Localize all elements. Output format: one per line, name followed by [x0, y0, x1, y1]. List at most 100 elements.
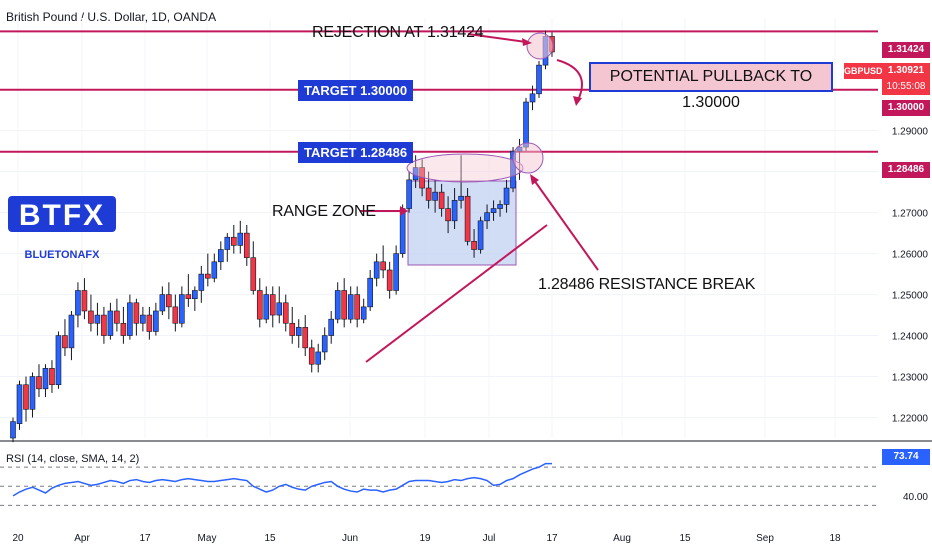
candle-body: [334, 290, 341, 320]
candle-body: [263, 294, 270, 320]
range-zone-label: RANGE ZONE: [272, 203, 376, 220]
candle-body: [10, 421, 16, 439]
candle-body: [250, 257, 257, 291]
candle-body: [367, 277, 373, 308]
y-tick-label: 1.24000: [892, 332, 929, 343]
target-1-label: TARGET 1.30000: [298, 80, 414, 101]
candle-series: [10, 30, 555, 443]
rejection-circle: [526, 32, 554, 60]
candle-body: [302, 327, 309, 349]
candle-body: [159, 294, 166, 312]
btfx-logo: BTFX BLUETONAFX: [8, 196, 116, 261]
candle-body: [308, 347, 315, 365]
y-tick-label: 1.22000: [892, 414, 929, 425]
candle-body: [289, 322, 296, 336]
rejection-label: REJECTION AT 1.31424: [312, 24, 484, 41]
price-tag-target: 1.30000: [882, 100, 930, 116]
candle-body: [484, 212, 490, 222]
candle-body: [133, 302, 140, 324]
target-2-label: TARGET 1.28486: [298, 142, 414, 163]
x-tick-label: Jun: [342, 533, 358, 544]
candle-body: [211, 261, 218, 279]
breakout-arrowhead: [530, 174, 539, 185]
candle-body: [347, 294, 354, 320]
rsi-line: [12, 462, 552, 497]
pullback-label: POTENTIAL PULLBACK TO 1.30000: [589, 62, 833, 111]
y-tick-label: 1.29000: [892, 127, 929, 138]
candle-body: [62, 335, 68, 349]
candle-body: [185, 294, 192, 299]
candle-body: [107, 310, 114, 336]
candle-body: [166, 294, 172, 308]
x-tick-label: Apr: [74, 533, 90, 544]
candle-body: [230, 236, 237, 246]
candle-body: [510, 150, 516, 189]
candle-body: [412, 167, 419, 181]
candle-body: [360, 306, 367, 320]
candle-body: [464, 195, 471, 242]
x-tick-label: 18: [829, 533, 841, 544]
chart-title: British Pound / U.S. Dollar, 1D, OANDA: [6, 10, 217, 24]
candle-body: [295, 327, 302, 336]
candle-body: [94, 314, 101, 324]
candle-body: [445, 208, 451, 222]
rsi-value-tag: 73.74: [882, 449, 930, 465]
candle-body: [490, 208, 497, 213]
candle-body: [451, 200, 458, 222]
candle-body: [341, 290, 347, 320]
pullback-arrowhead: [573, 96, 582, 106]
candle-body: [16, 384, 23, 424]
breakout-circle: [512, 142, 544, 174]
candle-body: [243, 232, 250, 259]
rejection-arrowhead: [522, 38, 532, 46]
candle-body: [120, 322, 127, 336]
price-tag-high: 1.31424: [882, 42, 930, 58]
x-tick-label: May: [198, 533, 217, 544]
range-top-ellipse: [406, 153, 524, 183]
candle-body: [127, 302, 133, 336]
candle-body: [42, 368, 49, 390]
y-tick-label: 1.23000: [892, 373, 929, 384]
candle-body: [276, 302, 283, 316]
candle-body: [153, 310, 159, 332]
candle-body: [36, 376, 42, 390]
x-tick-label: Aug: [613, 533, 631, 544]
candle-body: [49, 368, 55, 386]
trend-line: [365, 224, 548, 363]
candle-body: [497, 204, 503, 209]
candle-body: [224, 236, 231, 250]
x-tick-label: 17: [139, 533, 151, 544]
candle-body: [321, 335, 328, 353]
logo-main-text: BTFX: [19, 199, 105, 232]
rsi-tick-label: 40.00: [903, 492, 928, 503]
candle-body: [328, 318, 335, 336]
countdown-tag: 10:55:08: [882, 79, 930, 95]
rsi-label: RSI (14, close, SMA, 14, 2): [6, 453, 140, 465]
breakout-label: 1.28486 RESISTANCE BREAK: [538, 276, 756, 293]
candle-body: [146, 314, 153, 332]
x-tick-label: 15: [264, 533, 276, 544]
candle-body: [75, 290, 81, 316]
candle-body: [29, 376, 36, 410]
price-tag-break: 1.28486: [882, 162, 930, 178]
candle-body: [380, 261, 386, 271]
candle-body: [471, 241, 477, 250]
candle-body: [503, 187, 510, 205]
candle-body: [218, 249, 224, 263]
candle-body: [425, 187, 432, 201]
y-tick-label: 1.27000: [892, 209, 929, 220]
symbol-tag: GBPUSD: [844, 63, 883, 79]
candle-body: [68, 314, 75, 349]
candle-body: [386, 269, 393, 291]
candle-body: [315, 351, 322, 365]
candle-body: [536, 64, 542, 95]
candle-body: [438, 191, 445, 209]
x-tick-label: Jul: [483, 533, 496, 544]
candle-body: [114, 310, 120, 324]
x-tick-label: 20: [12, 533, 24, 544]
pullback-arrow: [556, 59, 583, 101]
candle-body: [101, 314, 107, 336]
candle-body: [140, 314, 146, 324]
time-axis[interactable]: 20 Apr 17 May 15 Jun 19 Jul 17 Aug 15 Sep 18: [12, 533, 841, 544]
